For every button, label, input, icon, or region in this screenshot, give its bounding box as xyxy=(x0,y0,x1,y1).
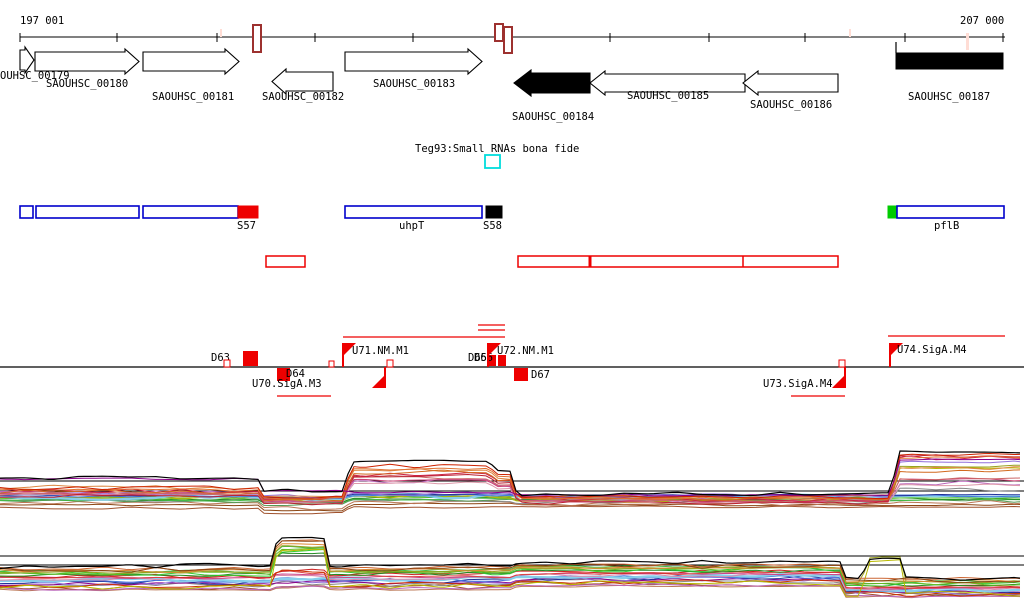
ruler-pink-mark-2 xyxy=(966,33,969,50)
coverage-trace-1-13 xyxy=(0,569,1021,597)
ruler-pink-mark-1 xyxy=(849,29,851,37)
srna-label-U73.SigA.M4: U73.SigA.M4 xyxy=(763,378,833,390)
feature-box-2[interactable] xyxy=(35,205,140,219)
srna-legend: Teg93:Small RNAs bona fide xyxy=(415,143,579,169)
feature-label-S58: S58 xyxy=(483,220,502,232)
coverage-trace-1-18 xyxy=(0,548,1020,597)
srna-flag-U73.SigA.M4[interactable] xyxy=(832,375,845,388)
coverage-trace-1-11 xyxy=(0,570,1021,590)
gene-SAOUHSC_00181[interactable] xyxy=(142,47,240,76)
ruler-end-label: 207 000 xyxy=(960,15,1004,27)
ruler-variant-box-2[interactable] xyxy=(503,26,513,54)
ruler-variant-box-1[interactable] xyxy=(494,23,504,42)
coverage-trace-0-0 xyxy=(0,505,1021,515)
feature-uhpT[interactable] xyxy=(344,205,483,219)
srna-label-D67: D67 xyxy=(531,369,550,381)
annotation-track: S57 uhpT S58 pflB xyxy=(19,205,1005,232)
srna-flag-U72.NM.M1[interactable] xyxy=(488,343,501,356)
srna-group-title: Teg93:Small RNAs bona fide xyxy=(415,143,579,155)
feature-box-1[interactable] xyxy=(19,205,34,219)
gene-SAOUHSC_00180[interactable] xyxy=(34,47,140,76)
ruler-track: 197 001 207 000 xyxy=(19,15,1005,54)
coverage-trace-1-15 xyxy=(0,548,1021,587)
gene-SAOUHSC_00185[interactable] xyxy=(589,69,746,97)
transcript-segment-1[interactable] xyxy=(517,255,839,268)
expression-panel-bottom xyxy=(0,536,1024,599)
srna-flag-U71.NM.M1[interactable] xyxy=(343,343,356,356)
gene-label-SAOUHSC_00183: SAOUHSC_00183 xyxy=(373,78,455,90)
srna-label-D65: D65 xyxy=(468,352,487,364)
gene-SAOUHSC_00183[interactable] xyxy=(344,47,483,76)
gene-label-SAOUHSC_00187: SAOUHSC_00187 xyxy=(908,91,990,103)
feature-green[interactable] xyxy=(887,205,898,219)
gene-SAOUHSC_00179[interactable] xyxy=(19,45,35,75)
coverage-trace-0-18 xyxy=(0,454,1020,506)
feature-label-pflB: pflB xyxy=(934,220,959,232)
feature-label-S57: S57 xyxy=(237,220,256,232)
srna-label-U70.SigA.M3: U70.SigA.M3 xyxy=(252,378,322,390)
srna-open-box-U70.SigA.M3-0 xyxy=(223,359,231,368)
feature-box-3[interactable] xyxy=(142,205,239,219)
feature-S58[interactable] xyxy=(485,205,503,219)
srna-label-U74.SigA.M4: U74.SigA.M4 xyxy=(897,344,967,356)
gene-label-SAOUHSC_00184: SAOUHSC_00184 xyxy=(512,111,594,123)
gene-SAOUHSC_00184[interactable] xyxy=(513,68,591,98)
srna-open-box-U73.SigA.M4-0 xyxy=(838,359,846,368)
coverage-trace-1-14 xyxy=(0,552,1021,587)
coverage-trace-0-17 xyxy=(0,476,1021,503)
srna-flag-U74.SigA.M4[interactable] xyxy=(890,343,903,356)
srna-label-U72.NM.M1: U72.NM.M1 xyxy=(497,345,554,357)
gene-SAOUHSC_00182[interactable] xyxy=(271,67,334,96)
gene-label-SAOUHSC_00181: SAOUHSC_00181 xyxy=(152,91,234,103)
gene-label-SAOUHSC_00185: SAOUHSC_00185 xyxy=(627,90,709,102)
coverage-trace-0-1 xyxy=(0,502,1021,512)
gene-SAOUHSC_00187[interactable] xyxy=(895,52,1004,70)
gene-SAOUHSC_00186[interactable] xyxy=(742,69,839,97)
feature-label-uhpT: uhpT xyxy=(399,220,425,232)
feature-pflB[interactable] xyxy=(896,205,1005,219)
coverage-trace-1-8 xyxy=(0,572,1021,593)
transcript-segment-0[interactable] xyxy=(265,255,306,268)
srna-box-D67-0[interactable] xyxy=(514,368,528,381)
coverage-trace-1-0 xyxy=(0,584,1021,599)
srna-box-D63-0[interactable] xyxy=(243,351,258,366)
ruler-start-label: 197 001 xyxy=(20,15,64,27)
ruler-pink-mark-0 xyxy=(220,29,222,37)
srna-flag-U70.SigA.M3[interactable] xyxy=(372,375,385,388)
coverage-trace-0-24 xyxy=(0,458,1021,497)
coverage-trace-0-22 xyxy=(0,455,1021,500)
coverage-trace-0-20 xyxy=(0,466,1020,499)
gene-label-SAOUHSC_00182: SAOUHSC_00182 xyxy=(262,91,344,103)
srna-label-D64: D64 xyxy=(286,368,305,380)
segment-track xyxy=(265,255,839,268)
coverage-trace-1-22 xyxy=(0,540,1021,584)
srna-box-D64-0[interactable] xyxy=(277,368,290,381)
srna-box-D66-1[interactable] xyxy=(498,355,506,366)
coverage-trace-1-23 xyxy=(0,536,1021,581)
expression-panel-top xyxy=(0,450,1024,515)
srna-open-box-U70.SigA.M3-2 xyxy=(386,359,394,368)
coverage-trace-0-23 xyxy=(0,452,1021,500)
gene-label-SAOUHSC_00179: OUHSC_00179 xyxy=(0,70,70,82)
srna-box-D66-0[interactable] xyxy=(488,355,496,366)
srna-open-box-U70.SigA.M3-1 xyxy=(328,360,335,368)
coverage-trace-1-20 xyxy=(0,543,1020,583)
coverage-trace-0-25 xyxy=(0,450,1021,497)
srna-legend-box[interactable] xyxy=(484,154,501,169)
ruler-variant-box-0[interactable] xyxy=(252,24,262,53)
srna-label-U71.NM.M1: U71.NM.M1 xyxy=(352,345,409,357)
gene-label-SAOUHSC_00186: SAOUHSC_00186 xyxy=(750,99,832,111)
feature-S57[interactable] xyxy=(237,205,259,219)
gene-label-SAOUHSC_00180: SAOUHSC_00180 xyxy=(46,78,128,90)
